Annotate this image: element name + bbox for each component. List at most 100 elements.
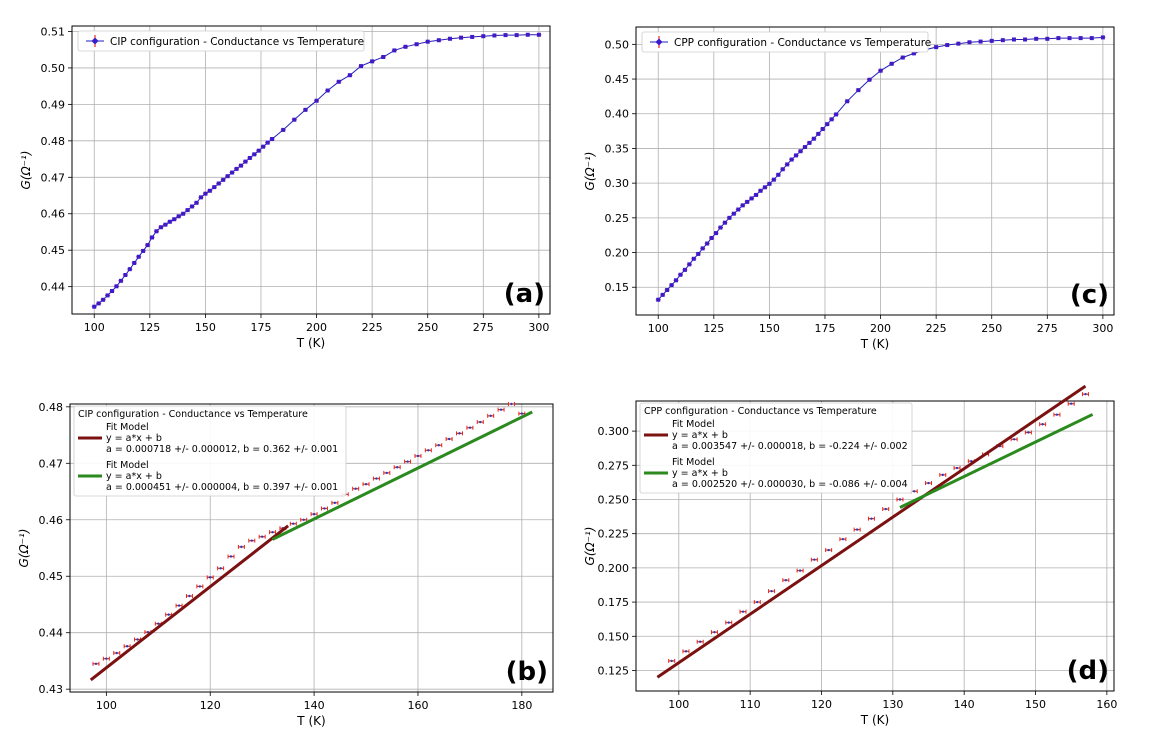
panel-label: (a) [504,279,545,309]
legend-box [639,402,913,494]
plot-frame [635,26,1115,316]
data-point [427,449,430,452]
y-tick-label: 0.35 [605,142,630,155]
data-point [687,262,692,267]
data-point [1011,37,1016,42]
data-point [190,204,195,209]
data-point [403,44,408,49]
data-point [314,98,319,103]
data-point [167,613,170,616]
data-point [1000,38,1005,43]
data-point [185,208,190,213]
y-tick-label: 0.46 [41,208,66,221]
data-point [265,140,270,145]
data-point [978,39,983,44]
data-point [1012,438,1016,441]
data-point [395,466,399,469]
data-point [670,659,673,663]
data-point [221,177,226,182]
data-point [756,600,759,604]
data-point [375,477,378,480]
data-point [105,293,110,298]
data-point [114,284,119,289]
data-point [176,214,181,219]
legend-box [641,31,929,53]
data-point [101,297,106,302]
data-point [727,215,732,220]
data-point [181,211,186,216]
data-point [820,127,825,132]
data-point [789,157,794,162]
x-tick-label: 200 [306,321,327,334]
plot-frame [635,400,1115,692]
data-point [157,622,160,625]
data-point [247,155,252,160]
y-tick-label: 0.50 [41,62,66,75]
data-point [767,181,772,186]
data-point [468,426,472,429]
data-point [825,122,830,127]
y-tick-label: 0.200 [598,562,630,575]
legend-fit-label: a = 0.002520 +/- 0.000030, b = -0.086 +/… [672,479,908,490]
y-tick-label: 0.45 [41,244,66,257]
data-point [136,254,141,259]
x-axis-label: T (K) [296,336,325,350]
fit-line-2 [899,413,1094,509]
data-point [678,272,683,277]
data-point [770,589,773,593]
x-tick-label: 120 [811,698,832,711]
y-tick-label: 0.44 [39,627,64,640]
data-point [714,231,719,236]
x-tick-label: 160 [407,699,428,712]
data-point [1084,392,1087,396]
data-point [514,33,519,38]
x-axis-label: T (K) [860,337,889,351]
data-point [700,246,705,251]
data-point [1045,36,1050,41]
data-point [740,203,745,208]
x-tick-label: 140 [954,698,975,711]
legend-label: CIP configuration - Conductance vs Tempe… [110,36,364,48]
legend-fit-label: y = a*x + b [672,468,728,479]
data-point [234,166,239,171]
legend-fit-label: a = 0.000718 +/- 0.000012, b = 0.362 +/-… [106,444,338,455]
data-point [416,454,420,458]
data-point [458,432,461,435]
x-tick-label: 100 [668,698,689,711]
y-tick-label: 0.44 [41,281,66,294]
data-point [219,567,222,570]
data-point [754,192,759,197]
data-point [699,640,702,643]
x-tick-label: 200 [870,322,891,335]
data-point [1055,413,1059,416]
data-point [499,408,503,411]
y-tick-label: 0.30 [605,177,630,190]
y-tick-label: 0.15 [605,281,630,294]
panel-label: (c) [1070,280,1109,310]
data-point [243,159,248,164]
legend-box [73,405,347,497]
data-point [481,34,486,39]
y-tick-label: 0.300 [598,425,630,438]
data-point [123,272,128,277]
y-tick-label: 0.20 [605,247,630,260]
data-point [889,61,894,66]
data-point [784,578,788,582]
data-point [347,73,352,78]
data-point [749,196,754,201]
legend-fit-label: y = a*x + b [106,433,162,444]
data-point [303,107,308,112]
data-point [691,256,696,261]
data-point [727,621,730,624]
data-point [660,292,665,297]
data-point [141,248,146,253]
fit-line-1 [89,524,290,682]
x-tick-label: 130 [882,698,903,711]
y-tick-label: 0.50 [605,38,630,51]
x-tick-label: 120 [200,699,221,712]
data-point [250,539,253,542]
data-point [1023,37,1028,42]
data-point [536,32,541,37]
y-tick-label: 0.48 [41,135,66,148]
